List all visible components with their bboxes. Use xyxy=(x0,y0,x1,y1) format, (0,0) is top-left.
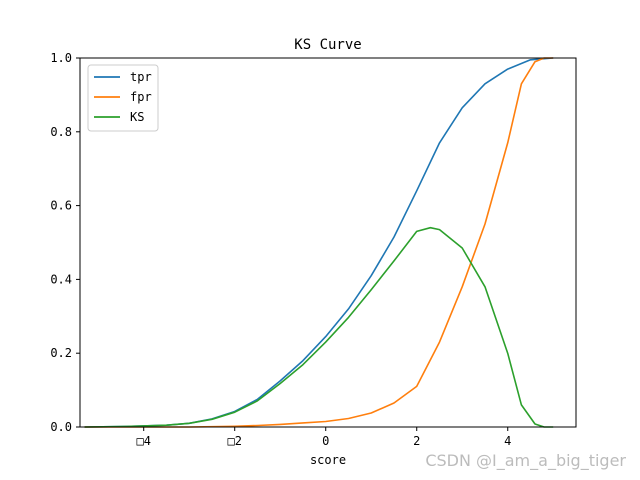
x-tick-label: □4 xyxy=(136,434,150,448)
y-tick-label: 0.8 xyxy=(50,125,72,139)
y-tick-label: 0.6 xyxy=(50,199,72,213)
x-tick-label: 2 xyxy=(413,434,420,448)
legend-label-fpr: fpr xyxy=(130,90,152,104)
chart-title: KS Curve xyxy=(294,37,361,53)
series-line-fpr xyxy=(84,57,554,428)
axis-layer: □4 □2 0 2 4 0.0 0.2 0.4 0.6 0.8 1.0 xyxy=(50,51,511,448)
watermark: CSDN @I_am_a_big_tiger xyxy=(425,451,626,470)
y-tick-label: 0.0 xyxy=(50,420,72,434)
series-line-ks xyxy=(84,226,554,428)
x-axis-label: score xyxy=(310,453,346,467)
y-tick-label: 0.2 xyxy=(50,346,72,360)
y-tick-label: 0.4 xyxy=(50,272,72,286)
legend-box xyxy=(87,64,159,132)
legend-label-tpr: tpr xyxy=(130,70,152,84)
x-tick-label: 0 xyxy=(322,434,329,448)
legend-label-ks: KS xyxy=(130,110,144,124)
legend: tpr fpr KS xyxy=(87,64,159,132)
series-layer xyxy=(84,57,554,428)
x-tick-label: □2 xyxy=(227,434,241,448)
y-tick-label: 1.0 xyxy=(50,51,72,65)
plot-frame xyxy=(79,57,577,428)
x-tick-label: 4 xyxy=(504,434,511,448)
